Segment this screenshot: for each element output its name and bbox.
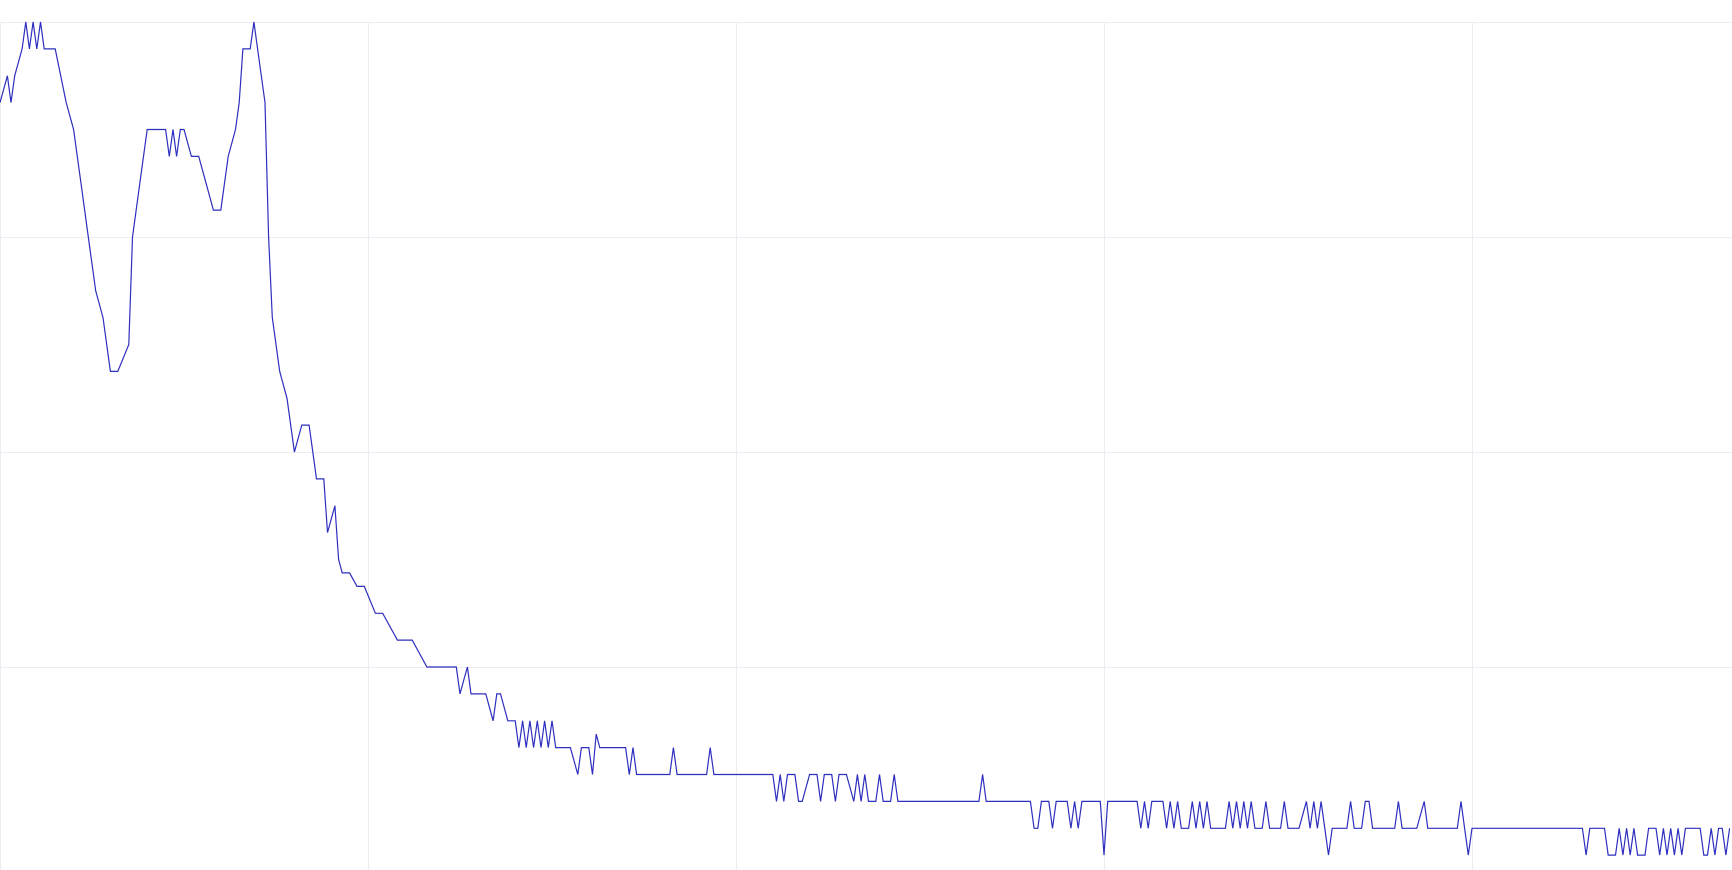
series-line-0 [0,22,1730,855]
grid-lines [0,22,1732,870]
series-layer [0,22,1730,855]
